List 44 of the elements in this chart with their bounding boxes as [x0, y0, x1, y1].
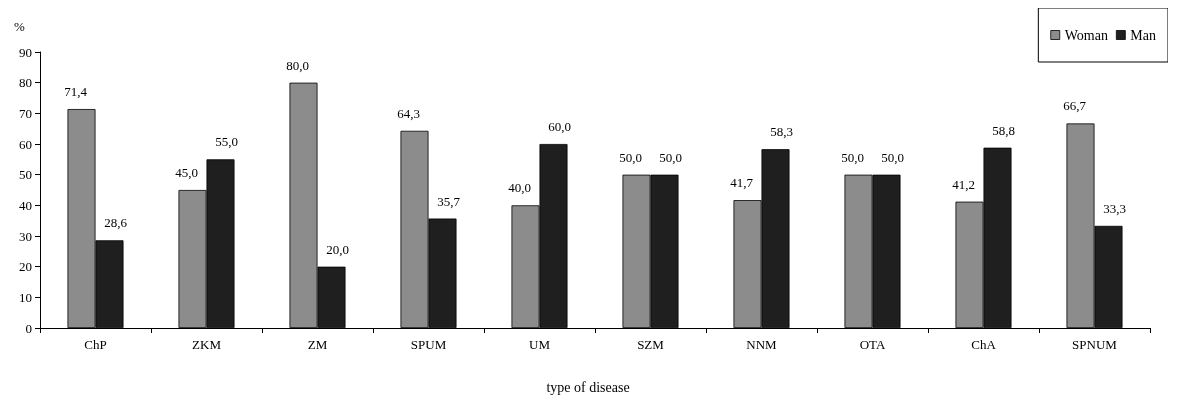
- x-tick-label: ChA: [971, 337, 997, 352]
- x-tick-label: NNM: [746, 337, 778, 352]
- y-tick-label: 30: [19, 228, 32, 244]
- y-tick-label: 10: [19, 289, 32, 305]
- legend-label: Man: [1130, 27, 1157, 43]
- data-label: 58,8: [992, 122, 1015, 138]
- y-tick-label: 40: [19, 197, 32, 213]
- x-tick-label: SPUM: [410, 337, 447, 352]
- y-tick-label: 0: [25, 320, 32, 336]
- data-label: 20,0: [326, 241, 349, 257]
- y-tick-label: 90: [19, 44, 32, 60]
- data-label: 41,2: [952, 176, 975, 192]
- x-tick-label: ZM: [307, 337, 328, 352]
- x-axis-title: type of disease: [546, 379, 630, 395]
- y-tick-label: 70: [19, 105, 32, 121]
- data-label: 40,0: [508, 180, 531, 196]
- legend-label: Woman: [1064, 27, 1108, 43]
- y-tick-label: 60: [19, 136, 32, 152]
- x-tick-label: UM: [529, 337, 551, 352]
- data-label: 50,0: [659, 149, 682, 165]
- data-label: 58,3: [770, 124, 793, 140]
- data-label: 41,7: [730, 175, 754, 191]
- data-label: 28,6: [104, 215, 128, 231]
- y-tick-label: 50: [19, 167, 32, 183]
- x-tick-label: ZKM: [192, 337, 222, 352]
- data-label: 60,0: [548, 119, 571, 134]
- data-label: 71,4: [64, 84, 88, 100]
- data-label: 33,3: [1103, 200, 1126, 216]
- x-tick-label: SPNUM: [1072, 337, 1118, 352]
- data-label: 64,3: [397, 105, 420, 121]
- data-label: 35,7: [437, 193, 461, 209]
- y-axis-title: %: [14, 19, 25, 34]
- x-tick-label: SZM: [637, 337, 665, 352]
- data-label: 55,0: [215, 134, 238, 150]
- data-label: 66,7: [1063, 98, 1087, 114]
- data-label: 45,0: [175, 165, 198, 180]
- x-tick-label: ChP: [84, 337, 107, 352]
- data-label: 50,0: [619, 149, 642, 165]
- data-label: 50,0: [841, 149, 864, 165]
- data-label: 50,0: [881, 149, 904, 165]
- y-tick-label: 80: [19, 75, 32, 91]
- y-tick-label: 20: [19, 259, 32, 275]
- x-tick-label: OTA: [859, 337, 886, 352]
- data-label: 80,0: [286, 57, 309, 73]
